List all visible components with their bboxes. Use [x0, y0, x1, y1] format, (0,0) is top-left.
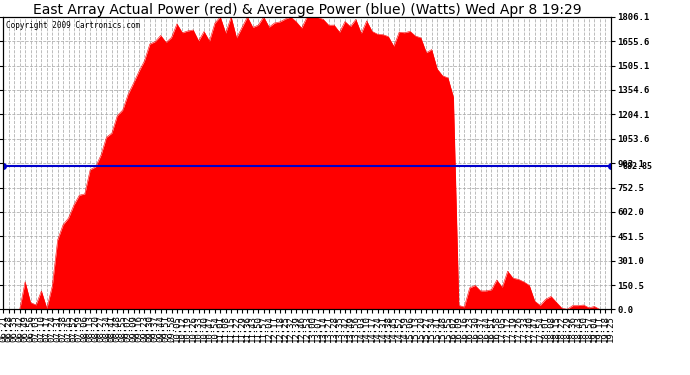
Text: Copyright 2009 Cartronics.com: Copyright 2009 Cartronics.com [6, 21, 141, 30]
Text: 882.85: 882.85 [623, 162, 653, 171]
Title: East Array Actual Power (red) & Average Power (blue) (Watts) Wed Apr 8 19:29: East Array Actual Power (red) & Average … [32, 3, 582, 17]
